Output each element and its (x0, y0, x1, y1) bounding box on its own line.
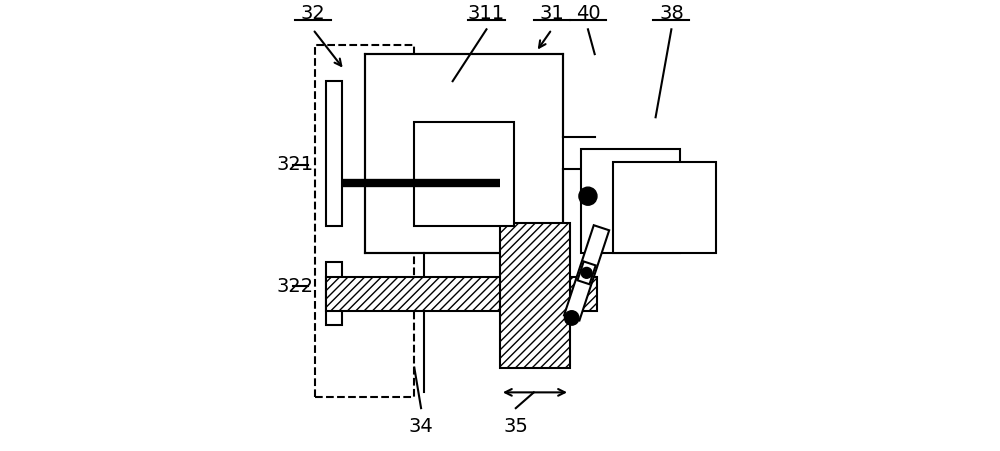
Bar (326, 262, 342, 325)
Text: 322: 322 (276, 277, 313, 296)
Bar (500, 223, 570, 368)
Bar (613, 162, 716, 253)
Text: 32: 32 (300, 4, 325, 23)
Bar (414, 122, 514, 226)
Bar (581, 149, 680, 253)
Polygon shape (577, 262, 596, 284)
Text: 321: 321 (276, 155, 313, 174)
Text: 35: 35 (503, 417, 528, 436)
Polygon shape (564, 225, 609, 321)
Text: 311: 311 (468, 4, 505, 23)
Text: 34: 34 (409, 417, 433, 436)
Bar (326, 81, 342, 226)
Text: 38: 38 (659, 4, 684, 23)
Bar (326, 277, 597, 311)
Bar (365, 54, 563, 253)
Circle shape (564, 311, 579, 325)
Text: 31: 31 (539, 4, 564, 23)
Circle shape (581, 267, 592, 278)
Text: 40: 40 (576, 4, 600, 23)
Bar (315, 45, 414, 397)
Circle shape (579, 187, 597, 205)
